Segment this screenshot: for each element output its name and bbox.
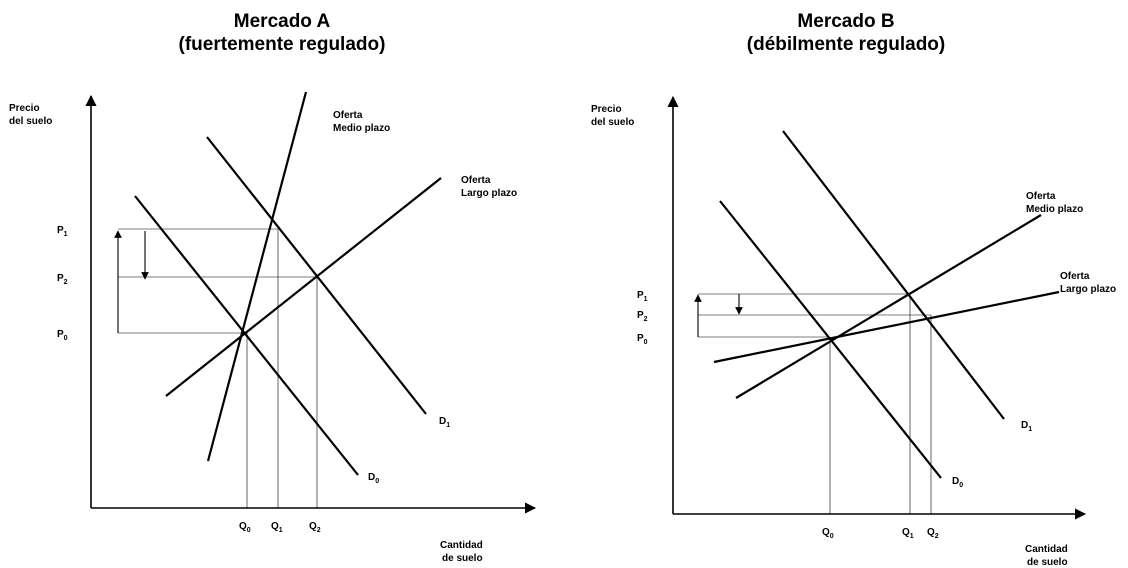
market-a-diagram: Precio del suelo Cantidad de suelo Ofert…: [0, 0, 564, 568]
market-b-q2-label: Q2: [927, 527, 939, 540]
market-b-q1-label: Q1: [902, 527, 914, 540]
market-a-supply-medium-label-line2: Medio plazo: [333, 123, 390, 134]
market-a-q1-label: Q1: [271, 521, 283, 534]
market-b-demand1-label: D1: [1021, 420, 1032, 433]
market-b-demand0-label: D0: [952, 476, 963, 489]
market-b-p0-label: P0: [637, 333, 648, 346]
market-b-supply-medium-curve: [736, 215, 1041, 398]
market-b-q0-label: Q0: [822, 527, 834, 540]
market-b-p2-label: P2: [637, 310, 648, 323]
market-a-y-axis-label-line1: Precio: [9, 103, 40, 114]
market-b-panel: Mercado B (débilmente regulado) Precio d…: [564, 0, 1128, 568]
market-b-y-axis-label-line1: Precio: [591, 104, 622, 115]
market-b-demand1-curve: [783, 131, 1004, 419]
market-a-y-axis-label-line2: del suelo: [9, 116, 52, 127]
market-a-demand1-label: D1: [439, 416, 450, 429]
market-a-q2-label: Q2: [309, 521, 321, 534]
market-b-supply-medium-label-line1: Oferta: [1026, 191, 1056, 202]
market-a-supply-long-label-line2: Largo plazo: [461, 188, 517, 199]
market-a-q0-label: Q0: [239, 521, 251, 534]
market-b-y-axis-label-line2: del suelo: [591, 117, 634, 128]
market-b-demand0-curve: [720, 201, 941, 478]
market-a-p1-label: P1: [57, 225, 68, 238]
market-b-supply-long-curve: [714, 292, 1059, 362]
market-a-x-axis-label-line1: Cantidad: [440, 540, 483, 551]
market-b-supply-medium-label-line2: Medio plazo: [1026, 204, 1083, 215]
market-b-supply-long-label-line1: Oferta: [1060, 271, 1090, 282]
market-b-x-axis-label-line1: Cantidad: [1025, 544, 1068, 555]
market-a-p0-label: P0: [57, 329, 68, 342]
market-b-p1-label: P1: [637, 290, 648, 303]
market-a-supply-medium-curve: [208, 92, 306, 461]
market-b-supply-long-label-line2: Largo plazo: [1060, 284, 1116, 295]
market-a-panel: Mercado A (fuertemente regulado) Precio …: [0, 0, 564, 568]
market-a-demand1-curve: [207, 137, 426, 414]
market-a-demand0-label: D0: [368, 472, 379, 485]
market-a-supply-medium-label-line1: Oferta: [333, 110, 363, 121]
market-a-demand0-curve: [135, 196, 358, 475]
market-b-x-axis-label-line2: de suelo: [1027, 557, 1068, 568]
market-b-diagram: Precio del suelo Cantidad de suelo Ofert…: [564, 0, 1128, 568]
market-a-x-axis-label-line2: de suelo: [442, 553, 483, 564]
market-a-p2-label: P2: [57, 273, 68, 286]
market-a-supply-long-label-line1: Oferta: [461, 175, 491, 186]
